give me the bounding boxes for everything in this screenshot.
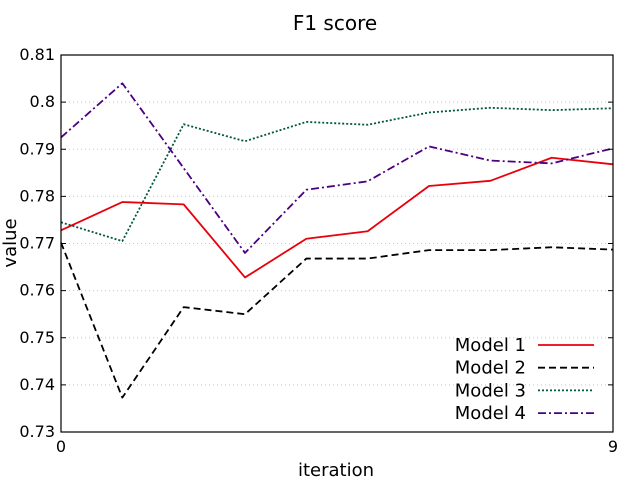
series-layer [60, 82, 614, 399]
y-tick-label: 0.81 [19, 45, 55, 64]
y-tick-label: 0.76 [19, 281, 55, 300]
y-axis-label: value [0, 218, 21, 267]
axes-layer: 0.73 0.74 0.75 0.76 0.77 0.78 0.79 0.8 0.81 0 9 [19, 45, 618, 456]
x-axis-label: iteration [298, 460, 374, 480]
y-tick-label: 0.75 [19, 328, 55, 347]
series-line-model-3 [60, 106, 614, 243]
y-tick-label: 0.77 [19, 234, 55, 253]
x-tick-label: 9 [608, 437, 618, 456]
y-tick-label: 0.73 [19, 422, 55, 441]
chart-title: F1 score [293, 11, 377, 35]
series-line-model-2 [60, 242, 614, 399]
series-line-model-4 [60, 82, 614, 254]
y-tick-label: 0.74 [19, 375, 55, 394]
series-line-model-1 [60, 156, 614, 279]
legend-label-model-4: Model 4 [455, 403, 526, 424]
legend-label-model-1: Model 1 [455, 335, 526, 356]
x-tick-label: 0 [56, 437, 66, 456]
legend-label-model-3: Model 3 [455, 380, 526, 401]
y-tick-label: 0.78 [19, 186, 55, 205]
legend-label-model-2: Model 2 [455, 358, 526, 379]
y-tick-label: 0.8 [30, 92, 55, 111]
y-tick-label: 0.79 [19, 139, 55, 158]
